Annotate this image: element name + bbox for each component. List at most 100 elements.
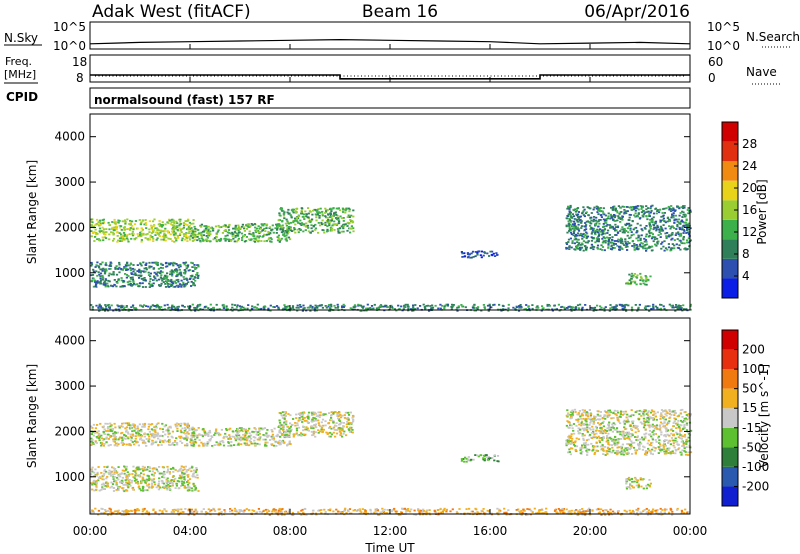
echo-cell [267, 231, 270, 234]
echo-cell [148, 265, 151, 268]
echo-cell [176, 229, 179, 231]
echo-cell [118, 486, 121, 489]
echo-cell [197, 427, 200, 429]
echo-cell [663, 307, 666, 310]
echo-cell [188, 427, 191, 430]
echo-cell [141, 228, 144, 231]
echo-cell [183, 278, 186, 281]
echo-cell [592, 227, 595, 230]
echo-cell [642, 426, 646, 429]
echo-cell [104, 308, 107, 310]
echo-cell [594, 230, 597, 233]
echo-cell [443, 305, 446, 308]
echo-cell [568, 245, 571, 247]
echo-cell [194, 238, 197, 241]
echo-cell [142, 261, 145, 264]
echo-cell [599, 207, 602, 209]
echo-cell [640, 208, 643, 210]
echo-cell [161, 264, 164, 266]
echo-cell [628, 273, 631, 276]
echo-cell [265, 432, 268, 435]
echo-cell [107, 304, 111, 306]
echo-cell [659, 228, 662, 230]
echo-cell [612, 307, 615, 310]
echo-cell [578, 410, 581, 412]
echo-cell [201, 443, 204, 445]
echo-cell [634, 431, 637, 434]
echo-cell [595, 222, 598, 225]
echo-cell [316, 211, 319, 213]
echo-cell [90, 440, 93, 443]
echo-cell [479, 254, 482, 257]
echo-cell [590, 212, 593, 214]
colorbar-tick-label: 24 [742, 159, 757, 173]
echo-cell [197, 304, 200, 306]
echo-cell [637, 236, 640, 239]
echo-cell [683, 417, 686, 420]
echo-cell [298, 306, 301, 308]
echo-cell [205, 240, 209, 243]
echo-cell [288, 226, 291, 228]
echo-cell [330, 414, 333, 417]
echo-cell [128, 481, 131, 484]
echo-cell [644, 275, 647, 277]
echo-cell [682, 238, 685, 241]
echo-cell [566, 215, 569, 217]
echo-cell [110, 273, 113, 276]
echo-cell [650, 220, 653, 223]
echo-cell [277, 307, 280, 310]
echo-cell [139, 438, 142, 441]
echo-cell [464, 456, 467, 459]
echo-cell [281, 208, 284, 211]
echo-cell [615, 304, 618, 307]
echo-cell [320, 304, 323, 306]
echo-cell [260, 427, 263, 430]
echo-cell [137, 285, 140, 287]
echo-cell [670, 216, 673, 219]
echo-cell [169, 233, 172, 236]
echo-cell [251, 308, 254, 310]
echo-cell [266, 233, 269, 236]
echo-cell [403, 304, 406, 307]
echo-cell [289, 307, 292, 310]
echo-cell [122, 220, 126, 223]
echo-cell [141, 282, 144, 285]
echo-cell [678, 214, 681, 217]
echo-cell [636, 222, 639, 225]
echo-cell [647, 235, 650, 238]
echo-cell [652, 236, 655, 239]
echo-cell [624, 246, 627, 248]
echo-cell [268, 232, 271, 234]
echo-cell [305, 225, 308, 228]
echo-cell [222, 436, 225, 439]
echo-cell [92, 482, 95, 485]
echo-cell [652, 228, 655, 231]
echo-cell [626, 281, 629, 284]
echo-cell [233, 444, 236, 446]
echo-cell [114, 470, 117, 473]
echo-cell [329, 213, 332, 215]
echo-cell [141, 305, 145, 308]
echo-cell [677, 304, 681, 307]
echo-cell [594, 229, 597, 232]
echo-cell [241, 438, 245, 441]
echo-cell [98, 266, 101, 269]
echo-cell [123, 237, 127, 240]
noise-right-tick-bottom: 10^0 [707, 39, 740, 53]
echo-cell [132, 270, 135, 273]
echo-cell [119, 475, 122, 478]
echo-cell [580, 246, 584, 249]
echo-cell [179, 220, 182, 223]
echo-cell [203, 230, 206, 233]
echo-cell [314, 229, 317, 231]
echo-cell [298, 215, 301, 218]
echo-cell [581, 423, 584, 425]
echo-cell [614, 207, 617, 210]
colorbar-segment [722, 161, 738, 181]
echo-cell [243, 240, 246, 243]
echo-cell [217, 432, 220, 434]
echo-cell [305, 222, 308, 225]
echo-cell [569, 237, 572, 240]
echo-cell [614, 234, 617, 236]
echo-cell [131, 225, 134, 227]
